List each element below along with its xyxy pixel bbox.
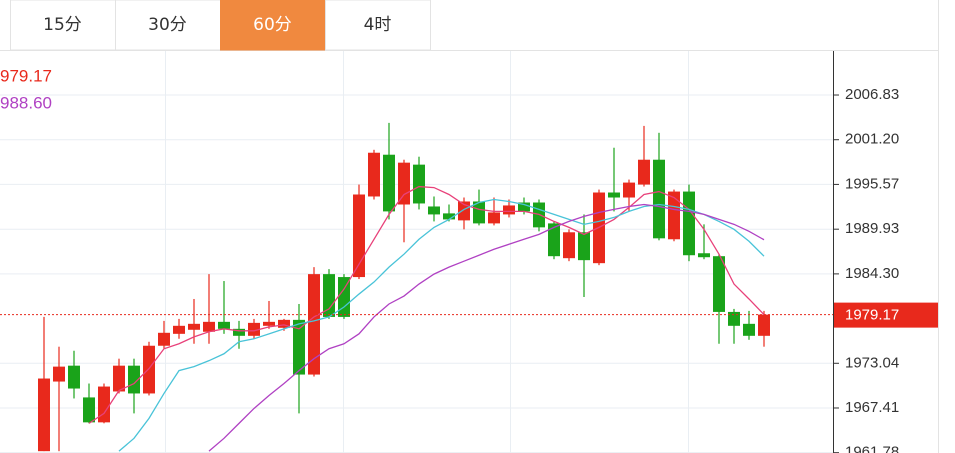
candle-body [338,277,350,317]
candle-body [128,365,140,394]
indicator-label: 979.17 [0,66,52,85]
candle-body [53,366,65,382]
y-tick-label: 1984.30 [845,265,899,282]
tab[interactable] [115,0,221,51]
candle-body [278,319,290,328]
candle-body [38,378,50,452]
candle-body [413,164,425,204]
candle-body [263,321,275,326]
candle-body [578,232,590,261]
y-axis: 2006.83 2001.20 1995.57 1989.93 1984.30 1973.… [833,86,938,453]
candle-body [368,152,380,197]
ma-line [118,198,765,452]
candle-body [623,182,635,198]
candle-body [443,213,455,220]
tab[interactable] [10,0,116,51]
candle-body [608,192,620,198]
tab-label[interactable]: 30分 [148,15,187,35]
candle-body [548,223,560,257]
y-tick-label: 1961.78 [845,444,899,453]
candle-body [203,321,215,332]
candle-body [323,274,335,317]
candle-body [503,205,515,215]
candle-body [518,202,530,212]
tab[interactable] [220,0,326,51]
tab[interactable] [325,0,431,51]
candle-body [83,397,95,423]
candle-body [728,311,740,326]
candle-body [668,191,680,240]
tab-bar: 15分 30分 60分 4时 [0,0,938,51]
candle-body [353,194,365,278]
ma-line [208,203,765,452]
candle-body [398,162,410,205]
current-price-label: 1979.17 [845,307,899,324]
y-tick-label: 2006.83 [845,86,899,103]
tab-label[interactable]: 15分 [43,15,82,35]
candle-body [143,345,155,394]
candle-body [743,323,755,336]
candle-body [233,328,245,336]
y-tick-label: 1989.93 [845,220,899,237]
candle-body [158,332,170,346]
candle-body [758,314,770,336]
candle-body [218,321,230,329]
candle-body [563,232,575,259]
candle-body [173,325,185,334]
candle-body [683,191,695,256]
ma-line [88,185,765,424]
candle-body [68,365,80,389]
candle-body [698,253,710,258]
candle-body [473,201,485,224]
candle-body [713,256,725,312]
tab-label[interactable]: 4时 [364,15,392,35]
y-tick-label: 1995.57 [845,175,899,192]
candle-body [248,322,260,336]
y-tick-label: 1967.41 [845,399,899,416]
candle-body [428,206,440,215]
candle-body [458,201,470,221]
candle-body [188,323,200,330]
candle-body [293,319,305,375]
y-tick-label: 1973.04 [845,354,899,371]
indicator-label: 988.60 [0,93,52,112]
candle-body [113,365,125,392]
candle-body [308,274,320,375]
candle-body [383,154,395,212]
current-price-box [834,302,938,328]
candle-body [488,212,500,224]
candle-body [653,159,665,239]
tab-label[interactable]: 60分 [253,15,292,35]
y-tick-label: 2001.20 [845,131,899,148]
candle-body [638,159,650,185]
candle-body [98,386,110,423]
